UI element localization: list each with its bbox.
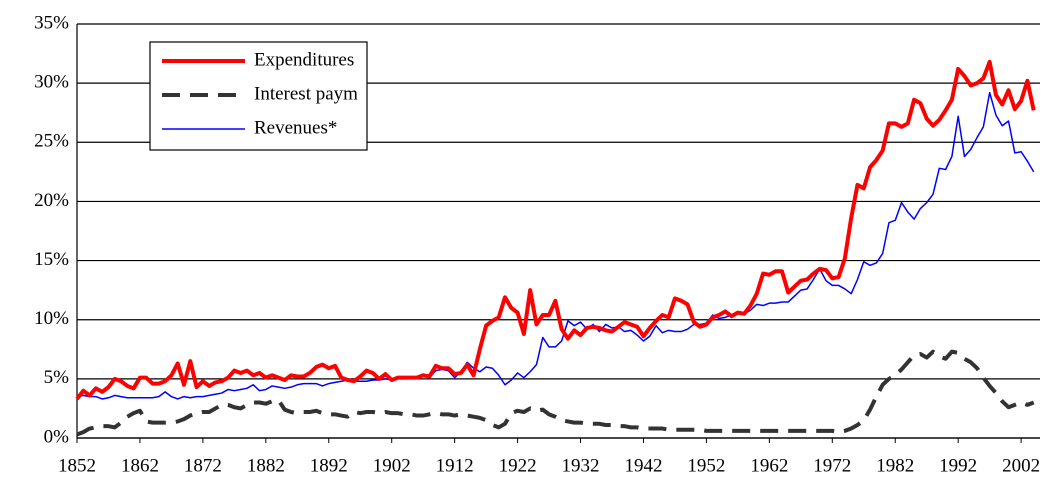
x-tick-label: 1912 (436, 455, 474, 476)
x-tick-label: 1962 (750, 455, 788, 476)
x-tick-label: 1972 (813, 455, 851, 476)
y-tick-label: 10% (34, 308, 69, 329)
legend-label: Expenditures (254, 49, 354, 70)
series-line (75, 59, 1036, 401)
y-tick-label: 15% (34, 249, 69, 270)
legend-label: Revenues* (254, 117, 337, 138)
y-tick-label: 5% (44, 367, 70, 388)
y-tick-label: 0% (44, 426, 70, 447)
y-tick-label: 20% (34, 190, 69, 211)
x-tick-label: 1992 (939, 455, 977, 476)
y-tick-label: 30% (34, 72, 69, 93)
y-tick-label: 25% (34, 131, 69, 152)
x-tick-label: 1952 (687, 455, 725, 476)
x-tick-label: 2002 (1002, 455, 1040, 476)
x-tick-label: 1932 (562, 455, 600, 476)
x-tick-label: 1892 (310, 455, 348, 476)
x-tick-label: 1872 (184, 455, 222, 476)
x-tick-label: 1902 (373, 455, 411, 476)
x-tick-label: 1982 (876, 455, 914, 476)
x-tick-label: 1882 (247, 455, 285, 476)
series-line (76, 349, 1035, 437)
x-tick-label: 1942 (624, 455, 662, 476)
series-line (76, 91, 1035, 400)
x-tick-label: 1862 (121, 455, 159, 476)
legend-label: Interest paym (254, 83, 358, 104)
x-tick-label: 1922 (499, 455, 537, 476)
x-tick-label: 1852 (58, 455, 96, 476)
y-tick-label: 35% (34, 12, 69, 33)
